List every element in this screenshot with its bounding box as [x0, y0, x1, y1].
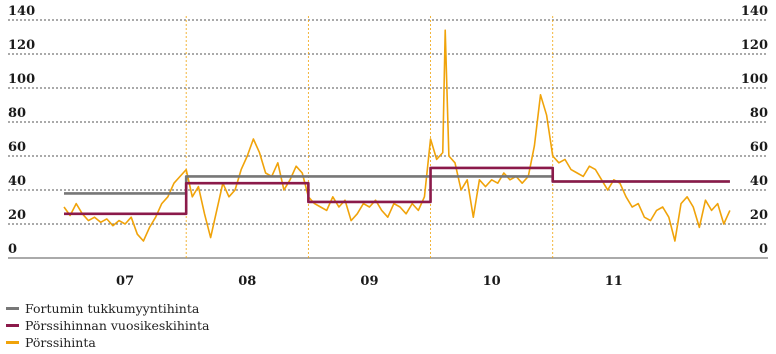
- y-axis-left: 0 20 40 60 80 100 120 140: [8, 4, 35, 257]
- y-tick-right-140: 140: [741, 4, 768, 19]
- y-tick-left-20: 20: [8, 208, 26, 223]
- year-separators: [185, 16, 554, 258]
- y-tick-right-120: 120: [741, 38, 768, 53]
- x-axis: 07 08 09 10 11: [116, 274, 623, 289]
- y-tick-left-80: 80: [8, 106, 26, 121]
- legend-swatch-yearly-average: [6, 324, 19, 327]
- y-tick-left-100: 100: [8, 72, 35, 87]
- x-tick-07: 07: [116, 274, 134, 289]
- y-tick-right-40: 40: [750, 174, 768, 189]
- x-tick-11: 11: [605, 274, 623, 289]
- y-tick-right-80: 80: [750, 106, 768, 121]
- series-group: [63, 29, 731, 242]
- legend-label-spot-price: Pörssihinta: [25, 335, 96, 350]
- series-line-2: [63, 29, 731, 242]
- y-tick-right-100: 100: [741, 72, 768, 87]
- y-tick-left-60: 60: [8, 140, 26, 155]
- y-tick-left-120: 120: [8, 38, 35, 53]
- y-tick-right-20: 20: [750, 208, 768, 223]
- y-axis-right: 0 20 40 60 80 100 120 140: [741, 4, 768, 257]
- x-tick-10: 10: [483, 274, 501, 289]
- y-tick-right-0: 0: [759, 242, 768, 257]
- legend: Fortumin tukkumyyntihinta Pörssihinnan v…: [6, 300, 209, 351]
- legend-item-spot-price: Pörssihinta: [6, 334, 209, 351]
- chart: 0 20 40 60 80 100 120 140 0 20 40 60 80 100 120 140 07…: [8, 4, 768, 289]
- legend-label-wholesale: Fortumin tukkumyyntihinta: [25, 301, 200, 316]
- y-tick-left-140: 140: [8, 4, 35, 19]
- legend-item-yearly-average: Pörssihinnan vuosikeskihinta: [6, 317, 209, 334]
- series-line-1: [64, 166, 730, 216]
- y-tick-left-40: 40: [8, 174, 26, 189]
- series-line-0: [64, 175, 730, 195]
- legend-item-wholesale: Fortumin tukkumyyntihinta: [6, 300, 209, 317]
- legend-label-yearly-average: Pörssihinnan vuosikeskihinta: [25, 318, 210, 333]
- legend-swatch-spot-price: [6, 341, 19, 344]
- legend-swatch-wholesale: [6, 307, 19, 310]
- x-tick-08: 08: [238, 274, 256, 289]
- y-tick-right-60: 60: [750, 140, 768, 155]
- y-tick-left-0: 0: [8, 242, 17, 257]
- grid: [8, 19, 768, 259]
- x-tick-09: 09: [360, 274, 378, 289]
